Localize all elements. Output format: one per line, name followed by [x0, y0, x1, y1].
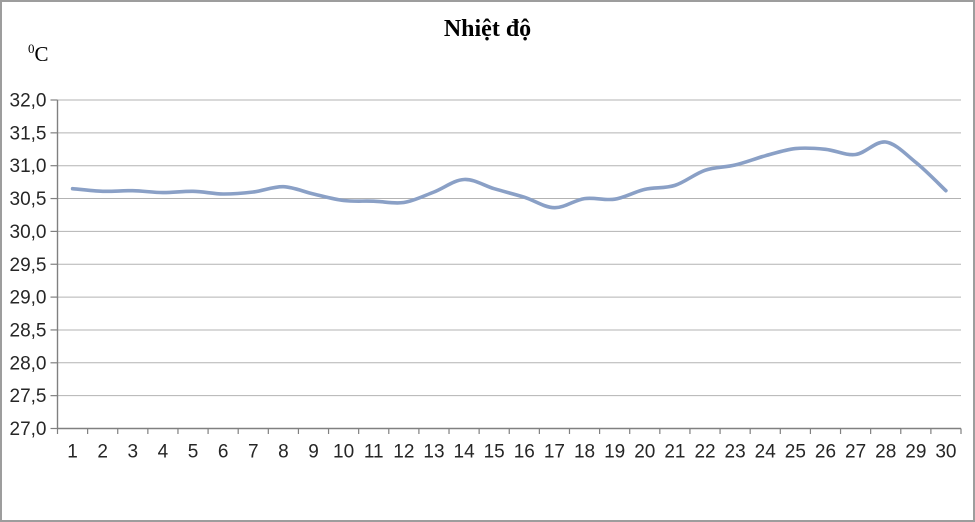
x-tick-label: 13 — [423, 442, 444, 463]
y-tick-label: 28,5 — [10, 320, 47, 341]
y-tick-label: 32,0 — [10, 91, 47, 112]
x-tick-label: 28 — [875, 442, 896, 463]
x-tick-label: 22 — [694, 442, 715, 463]
y-tick-label: 29,0 — [10, 288, 47, 309]
x-tick-label: 2 — [97, 442, 108, 463]
x-tick-label: 23 — [725, 442, 746, 463]
y-tick-label: 30,5 — [10, 189, 47, 210]
x-tick-label: 26 — [815, 442, 836, 463]
x-tick-label: 17 — [544, 442, 565, 463]
x-tick-label: 16 — [514, 442, 535, 463]
y-tick-label: 31,0 — [10, 156, 47, 177]
chart-title: Nhiệt độ — [443, 16, 532, 42]
x-tick-label: 20 — [634, 442, 655, 463]
y-tick-label: 27,0 — [10, 419, 47, 440]
y-tick-label: 31,5 — [10, 123, 47, 144]
x-tick-label: 27 — [845, 442, 866, 463]
y-tick-label: 28,0 — [10, 353, 47, 374]
x-tick-label: 7 — [248, 442, 259, 463]
x-tick-label: 24 — [755, 442, 777, 463]
x-tick-label: 21 — [664, 442, 685, 463]
x-tick-label: 4 — [158, 442, 169, 463]
temperature-line — [70, 140, 948, 210]
x-tick-label: 1 — [67, 442, 78, 463]
unit-superscript: 0 — [28, 41, 35, 56]
x-tick-label: 10 — [333, 442, 354, 463]
x-tick-label: 3 — [128, 442, 139, 463]
x-tick-label: 11 — [364, 442, 384, 463]
y-tick-label: 27,5 — [10, 386, 47, 407]
unit-base: C — [34, 42, 49, 66]
x-tick-label: 30 — [935, 442, 956, 463]
x-tick-label: 29 — [905, 442, 926, 463]
x-tick-label: 14 — [454, 442, 476, 463]
x-tick-label: 9 — [308, 442, 319, 463]
x-tick-label: 18 — [574, 442, 595, 463]
x-tick-label: 6 — [218, 442, 229, 463]
x-tick-label: 25 — [785, 442, 806, 463]
y-axis-unit-label: 0C — [28, 42, 49, 67]
y-tick-label: 30,0 — [10, 222, 47, 243]
x-tick-label: 5 — [188, 442, 199, 463]
x-tick-label: 15 — [484, 442, 505, 463]
y-tick-label: 29,5 — [10, 255, 47, 276]
x-tick-label: 12 — [393, 442, 414, 463]
x-tick-label: 19 — [604, 442, 625, 463]
x-tick-label: 8 — [278, 442, 289, 463]
